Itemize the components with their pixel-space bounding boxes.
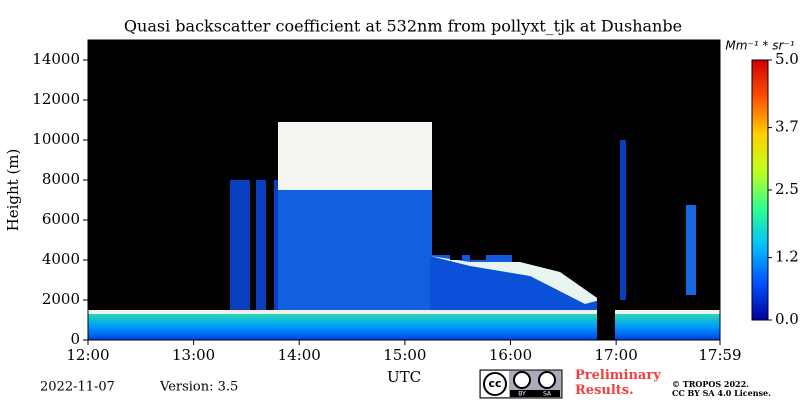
x-axis-label: UTC <box>387 368 421 386</box>
colorbar-tick-label: 1.2 <box>775 248 799 266</box>
x-tick-label: 16:00 <box>489 346 532 364</box>
colorbar-tick-label: 5.0 <box>775 50 799 68</box>
y-tick-label: 14000 <box>32 50 80 68</box>
license: CC BY SA 4.0 License. <box>672 388 771 398</box>
version: Version: 3.5 <box>159 380 238 395</box>
badge-text: SA <box>543 391 552 398</box>
colorbar-tick-label: 2.5 <box>775 180 799 198</box>
y-tick-label: 10000 <box>32 130 80 148</box>
x-tick-label: 17:59 <box>698 346 741 364</box>
notice: Preliminary Results. <box>575 368 661 398</box>
chart-title: Quasi backscatter coefficient at 532nm f… <box>124 17 682 36</box>
colorbar-label: Mm⁻¹ * sr⁻¹ <box>725 39 794 53</box>
x-tick-label: 13:00 <box>172 346 215 364</box>
y-tick-label: 2000 <box>42 290 80 308</box>
y-tick-label: 4000 <box>42 250 80 268</box>
copyright: © TROPOS 2022. <box>672 379 749 389</box>
y-axis-label: Height (m) <box>4 149 22 232</box>
colorbar-tick-label: 0.0 <box>775 310 799 328</box>
date: 2022-11-07 <box>40 380 115 395</box>
x-tick-label: 15:00 <box>383 346 426 364</box>
colorbar <box>751 59 769 321</box>
svg-text:cc: cc <box>488 377 501 390</box>
badge-text: BY <box>518 391 526 398</box>
heatmap-image <box>88 40 720 340</box>
y-tick-label: 8000 <box>42 170 80 188</box>
x-tick-label: 14:00 <box>278 346 321 364</box>
y-tick-label: 12000 <box>32 90 80 108</box>
x-tick-label: 17:00 <box>595 346 638 364</box>
cc-badge: cc BY SA <box>479 369 563 399</box>
plot-frame <box>87 39 721 341</box>
y-tick-label: 0 <box>70 330 80 348</box>
notice-box: Preliminary Results. <box>575 368 661 398</box>
x-tick-label: 12:00 <box>66 346 109 364</box>
y-tick-label: 6000 <box>42 210 80 228</box>
colorbar-tick-label: 3.7 <box>775 118 799 136</box>
